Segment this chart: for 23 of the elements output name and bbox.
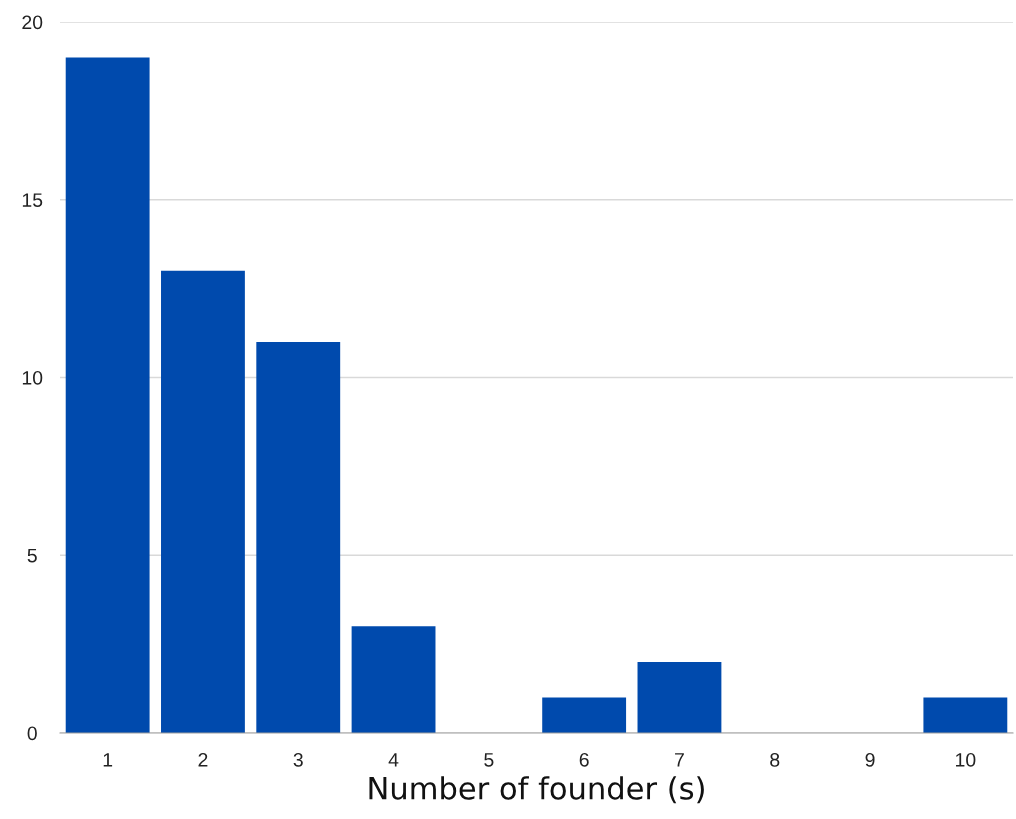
x-tick-label: 5	[484, 753, 494, 767]
y-tick-label: 15	[22, 193, 43, 207]
x-tick-label: 8	[770, 752, 780, 767]
bar	[923, 697, 1008, 733]
bar	[256, 341, 341, 733]
x-tick-label: 10	[956, 752, 976, 767]
x-tick-label: 4	[388, 753, 399, 767]
x-tick-label: 9	[865, 752, 875, 767]
x-axis-title: Number of founder (s)	[369, 776, 704, 804]
y-tick-label: 0	[27, 726, 37, 741]
y-tick-label: 10	[22, 370, 43, 385]
x-tick-label: 7	[675, 753, 684, 767]
y-tick-label: 20	[22, 15, 43, 30]
x-tick-label: 2	[198, 752, 208, 767]
bar	[351, 626, 436, 733]
bar	[65, 57, 150, 733]
bar	[542, 697, 627, 733]
bar	[637, 661, 722, 733]
x-tick-label: 6	[579, 752, 589, 767]
x-tick-label: 1	[103, 753, 113, 767]
bar	[161, 270, 245, 733]
y-tick-label: 5	[27, 548, 37, 563]
x-tick-label: 3	[293, 752, 303, 767]
